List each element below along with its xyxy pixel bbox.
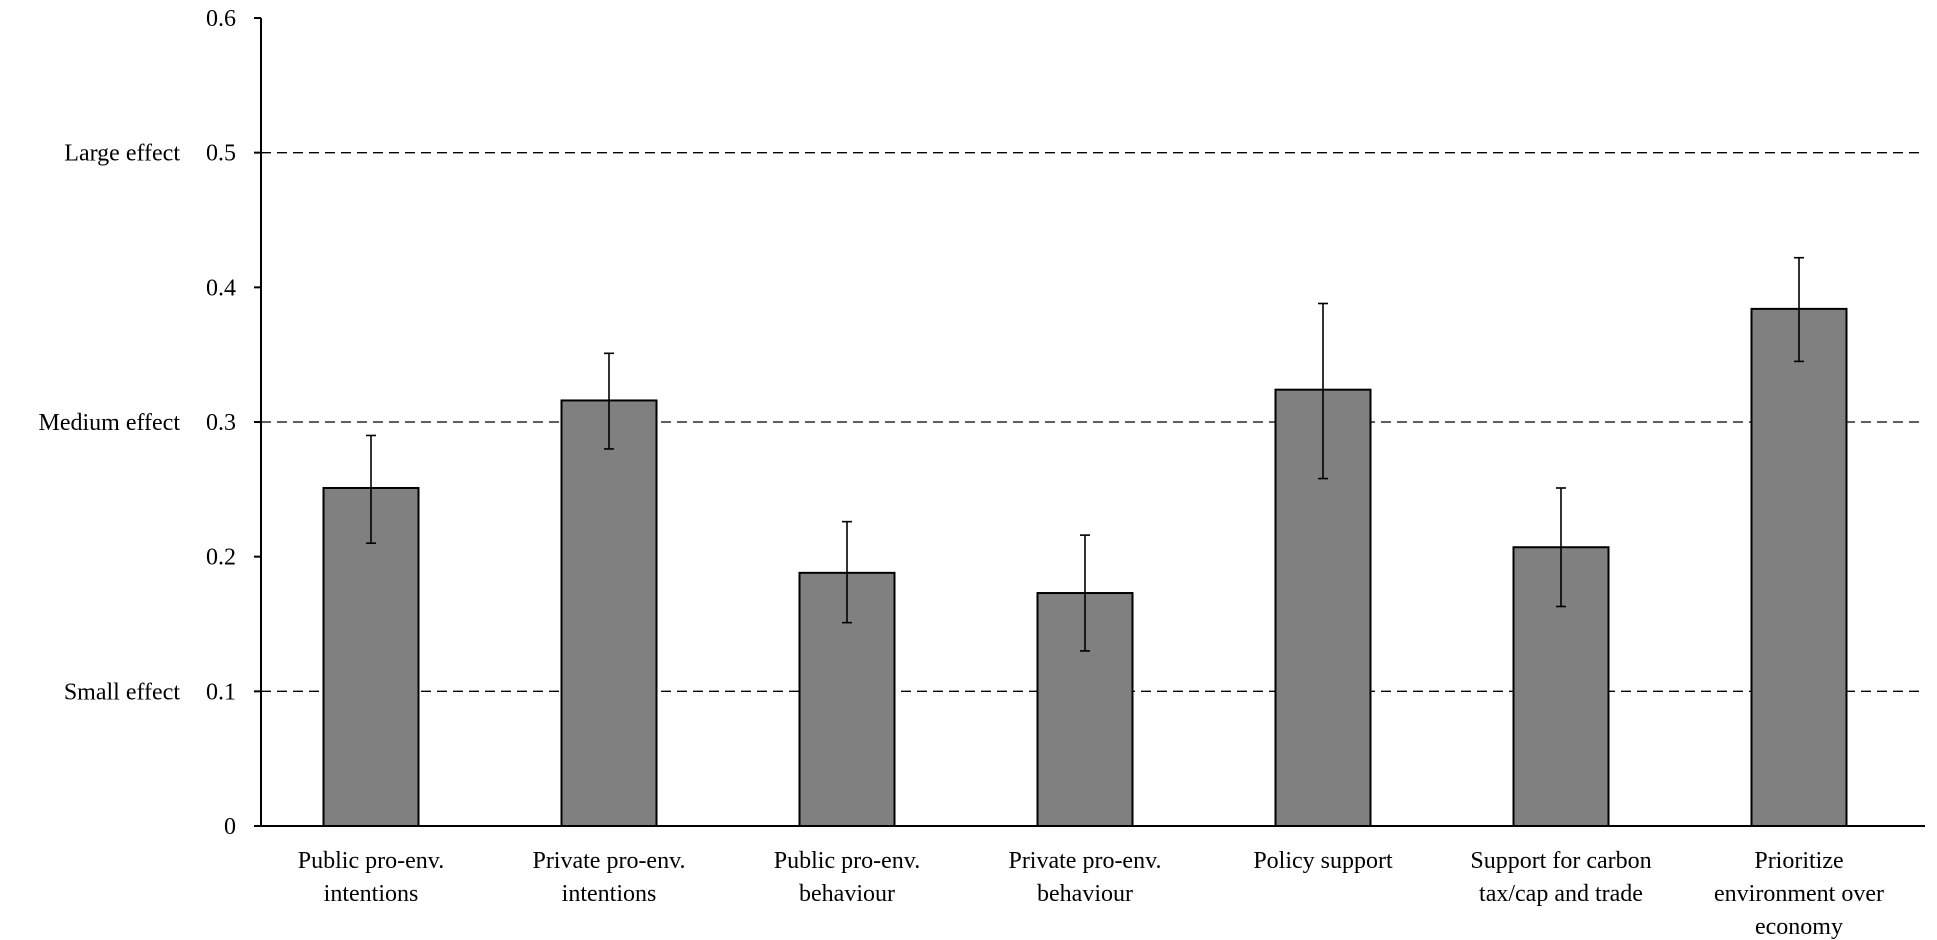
category-label-5: Support for carbon tax/cap and trade [1470,848,1651,907]
error-bar-3 [1080,534,1090,652]
error-bars-group [366,256,1804,652]
bar-6 [1750,307,1848,827]
y-tick-label-3: 0.3 [206,410,236,436]
category-label-line: Public pro-env. [774,848,920,874]
y-tick-label-4: 0.4 [206,275,236,301]
category-label-line: tax/cap and trade [1479,881,1643,907]
y-tick-label-5: 0.5 [206,141,236,167]
category-label-line: Support for carbon [1470,848,1651,874]
y-tick-label-6: 0.6 [206,6,236,32]
y-tick-label-1: 0.1 [206,679,236,705]
category-label-line: behaviour [799,881,895,907]
reference-labels: Small effect Medium effect Large effect [38,141,180,706]
category-label-4: Policy support [1253,848,1393,874]
bar-0 [322,486,420,827]
axes-group [254,17,1925,827]
error-bar-5 [1556,487,1566,608]
y-tick-label-0: 0 [224,814,236,840]
category-label-line: intentions [562,881,657,907]
category-label-3: Private pro-env. behaviour [1008,848,1161,907]
error-bar-1 [604,352,614,450]
category-label-line: Prioritize [1754,848,1843,874]
error-bar-0 [366,434,376,545]
category-label-0: Public pro-env. intentions [298,848,444,907]
error-bar-2 [842,520,852,624]
category-label-line: Private pro-env. [1008,848,1161,874]
category-label-line: behaviour [1037,881,1133,907]
category-label-line: intentions [324,881,419,907]
category-label-line: environment over [1714,881,1884,907]
category-label-2: Public pro-env. behaviour [774,848,920,907]
category-label-line: Private pro-env. [532,848,685,874]
bar-1 [560,399,658,827]
error-bar-6 [1794,256,1804,363]
category-label-6: Prioritize environment over economy [1714,848,1884,940]
y-tick-label-2: 0.2 [206,545,236,571]
reference-label-0: Small effect [64,679,181,705]
bars-group [322,307,1848,827]
category-label-line: economy [1755,914,1843,940]
category-label-line: Policy support [1253,848,1393,874]
error-bar-4 [1318,302,1328,480]
reference-label-1: Medium effect [38,410,180,436]
category-label-1: Private pro-env. intentions [532,848,685,907]
y-tick-labels: 0 0.1 0.2 0.3 0.4 0.5 0.6 [206,6,236,840]
reference-label-2: Large effect [64,141,180,167]
category-label-line: Public pro-env. [298,848,444,874]
